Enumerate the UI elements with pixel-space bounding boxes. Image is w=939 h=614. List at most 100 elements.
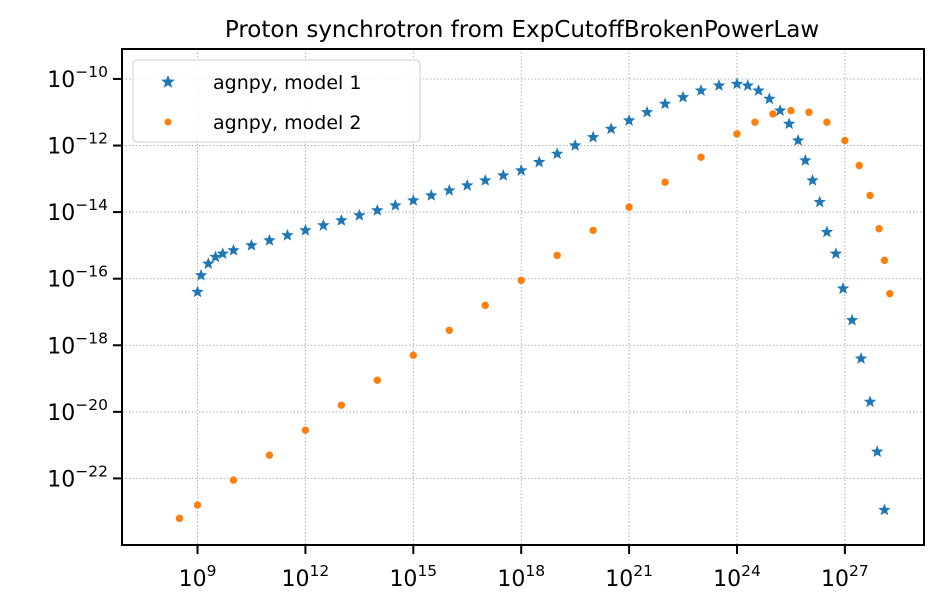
- data-point-star: [389, 198, 402, 211]
- data-point-star: [730, 77, 744, 90]
- data-point-star: [425, 188, 438, 201]
- data-point-circle: [880, 256, 889, 265]
- data-point-star: [353, 208, 366, 221]
- data-point-circle: [337, 401, 346, 409]
- data-point-star: [845, 313, 859, 326]
- x-tick-label: 1015: [389, 562, 437, 592]
- data-point-star: [741, 79, 754, 91]
- data-point-circle: [855, 161, 863, 170]
- series-2: [175, 106, 894, 523]
- data-point-circle: [661, 178, 669, 186]
- tick-layer: 109 1012 1015 1018 1021 1024 1027 10−10 10−12 10−…: [47, 63, 868, 592]
- legend-label-1: agnpy, model 1: [213, 72, 361, 94]
- data-point-star: [263, 233, 276, 246]
- y-tick-label: 10−14: [47, 196, 108, 226]
- data-point-star: [773, 104, 787, 116]
- data-point-circle: [481, 301, 489, 310]
- data-point-star: [806, 173, 819, 186]
- data-point-circle: [787, 106, 795, 115]
- data-point-star: [209, 250, 222, 263]
- data-point-star: [550, 147, 564, 160]
- plot-frame: [121, 48, 925, 546]
- series-1: [191, 77, 891, 516]
- legend: agnpy, model 1 agnpy, model 2: [132, 59, 421, 143]
- data-point-circle: [841, 136, 849, 145]
- data-point-star: [191, 285, 204, 298]
- data-point-star: [317, 218, 330, 231]
- data-point-star: [799, 154, 812, 166]
- data-point-star: [871, 445, 884, 458]
- data-point-circle: [373, 376, 382, 384]
- y-tick-label: 10−16: [47, 263, 108, 293]
- data-point-star: [461, 178, 474, 191]
- data-point-star: [863, 395, 877, 408]
- data-point-star: [791, 134, 805, 146]
- data-point-star: [245, 238, 258, 251]
- data-point-circle: [886, 289, 894, 298]
- legend-marker-1: [161, 74, 175, 88]
- y-tick-label: 10−20: [47, 396, 108, 426]
- y-tick-label: 10−22: [47, 462, 108, 492]
- legend-marker-2: [164, 118, 172, 126]
- data-point-circle: [733, 130, 741, 138]
- data-point-star: [782, 117, 796, 130]
- data-point-star: [763, 92, 776, 105]
- x-tick-label: 1012: [282, 562, 330, 592]
- data-point-star: [676, 90, 690, 103]
- data-point-star: [533, 155, 546, 168]
- data-point-star: [658, 97, 672, 110]
- y-tick-label: 10−18: [47, 329, 108, 359]
- legend-box: [132, 59, 421, 143]
- data-point-circle: [875, 225, 883, 233]
- data-point-star: [202, 257, 215, 269]
- data-point-star: [281, 228, 294, 241]
- data-point-star: [194, 268, 208, 281]
- data-point-star: [299, 223, 312, 236]
- data-point-star: [586, 130, 600, 143]
- data-point-circle: [265, 451, 274, 459]
- data-point-star: [854, 352, 868, 364]
- data-point-star: [407, 193, 420, 206]
- data-point-circle: [301, 426, 310, 434]
- data-point-circle: [769, 110, 777, 118]
- data-point-star: [813, 195, 826, 208]
- data-point-star: [335, 213, 348, 226]
- data-point-circle: [229, 476, 238, 484]
- data-point-circle: [805, 108, 813, 116]
- data-point-circle: [409, 351, 418, 359]
- data-point-star: [836, 282, 850, 294]
- data-point-circle: [751, 118, 759, 126]
- data-point-star: [622, 114, 636, 126]
- data-point-star: [227, 243, 240, 256]
- data-point-star: [604, 122, 618, 135]
- data-point-star: [752, 84, 765, 96]
- x-tick-label: 1027: [821, 562, 869, 592]
- x-tick-label: 1024: [713, 562, 761, 592]
- data-point-circle: [625, 203, 633, 211]
- data-point-circle: [866, 191, 874, 200]
- data-point-circle: [193, 501, 202, 509]
- data-point-circle: [517, 276, 525, 285]
- x-tick-label: 109: [179, 562, 217, 592]
- data-point-star: [694, 84, 708, 96]
- y-tick-label: 10−12: [47, 130, 108, 160]
- data-point-circle: [175, 514, 184, 523]
- data-point-star: [878, 503, 891, 516]
- data-point-star: [515, 164, 528, 176]
- chart-title: Proton synchrotron from ExpCutoffBrokenP…: [225, 17, 819, 43]
- x-tick-label: 1021: [605, 562, 653, 592]
- y-tick-label: 10−10: [47, 63, 108, 93]
- data-point-star: [497, 169, 510, 181]
- data-point-circle: [823, 118, 831, 126]
- data-point-star: [712, 79, 726, 91]
- data-point-circle: [589, 226, 597, 235]
- data-point-star: [443, 183, 456, 196]
- data-point-star: [479, 173, 492, 186]
- x-tick-label: 1018: [497, 562, 545, 592]
- data-point-star: [568, 139, 582, 151]
- data-point-star: [216, 247, 229, 259]
- data-point-star: [371, 203, 384, 216]
- data-point-circle: [697, 153, 705, 161]
